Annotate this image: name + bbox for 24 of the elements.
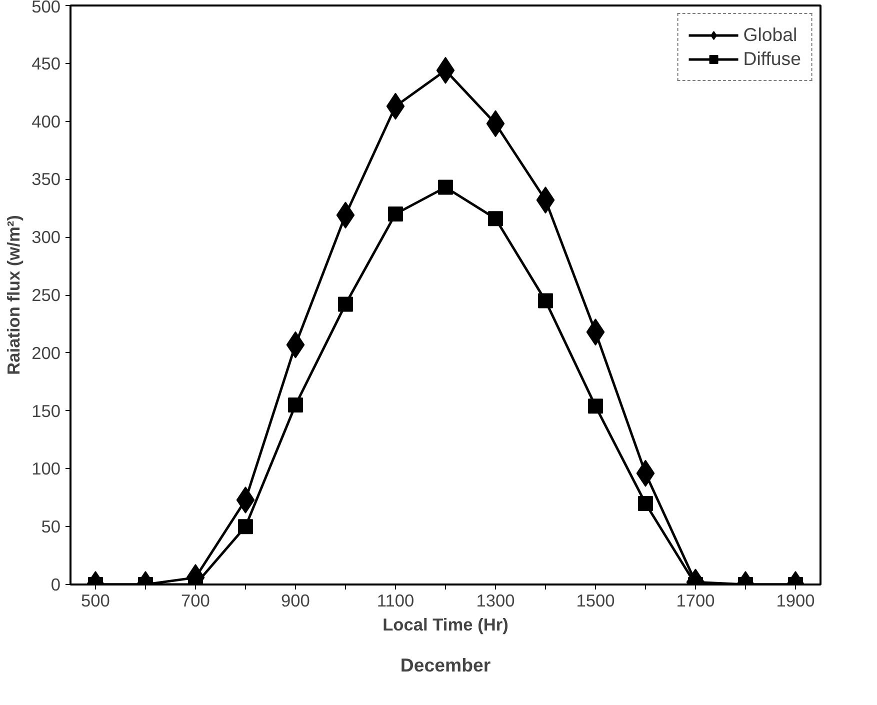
x-tick-label: 1100 bbox=[376, 590, 414, 610]
x-axis-title: Local Time (Hr) bbox=[382, 614, 508, 634]
y-axis-title: Raiation flux (w/m²) bbox=[4, 215, 24, 375]
y-tick-label: 450 bbox=[32, 53, 61, 74]
y-tick-label: 300 bbox=[32, 227, 61, 248]
y-tick-label: 250 bbox=[32, 285, 61, 305]
text: December bbox=[400, 654, 491, 676]
x-tick-label: 1900 bbox=[776, 590, 815, 610]
y-tick-label: 100 bbox=[32, 458, 61, 479]
legend-label: Diffuse bbox=[743, 48, 801, 70]
legend-label: Global bbox=[743, 24, 798, 46]
x-tick-label: 1700 bbox=[676, 590, 715, 610]
y-tick-label: 400 bbox=[32, 111, 61, 132]
x-tick-label: 900 bbox=[281, 590, 310, 610]
y-tick-label: 0 bbox=[50, 574, 61, 594]
x-tick-label: 500 bbox=[81, 590, 110, 610]
y-tick-label: 150 bbox=[32, 400, 61, 421]
x-tick-label: 1500 bbox=[576, 590, 615, 610]
x-tick-label: 1300 bbox=[476, 590, 515, 610]
y-tick-label: 500 bbox=[32, 0, 61, 16]
x-tick-label: 700 bbox=[181, 590, 210, 610]
y-tick-label: 50 bbox=[41, 516, 61, 537]
y-tick-label: 200 bbox=[32, 342, 61, 363]
y-tick-label: 350 bbox=[32, 169, 61, 190]
